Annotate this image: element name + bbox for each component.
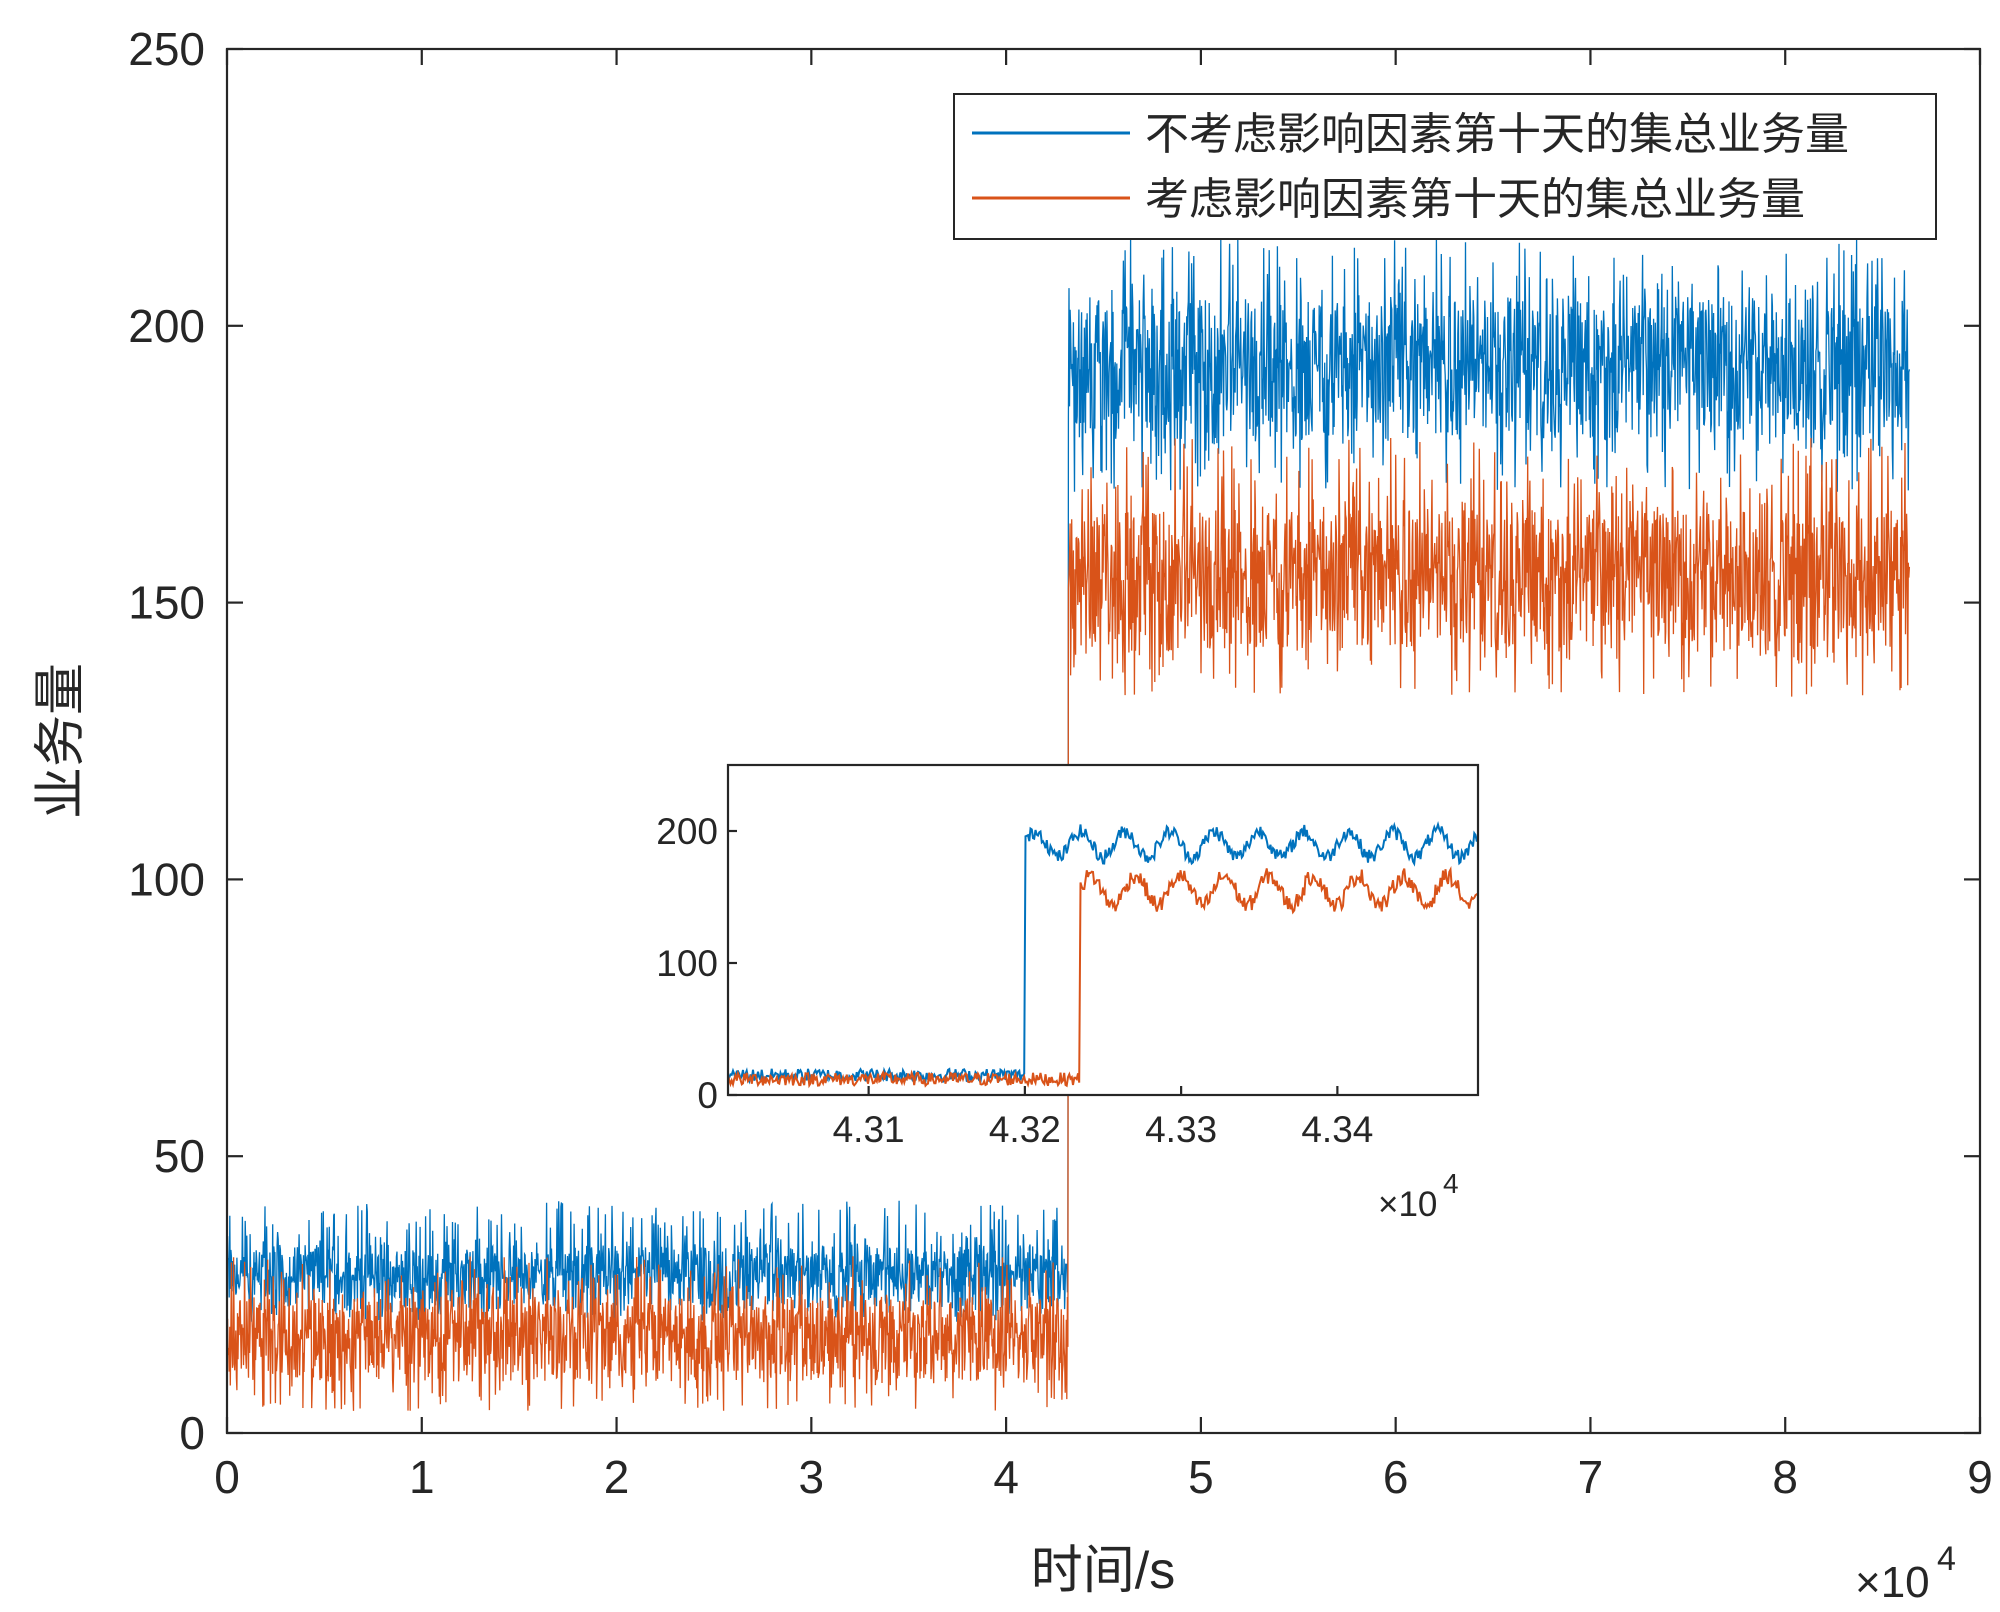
x-tick-label: 7	[1578, 1451, 1604, 1503]
inset-x-tick-label: 4.32	[989, 1109, 1061, 1150]
x-tick-label: 5	[1188, 1451, 1214, 1503]
legend: 不考虑影响因素第十天的集总业务量 考虑影响因素第十天的集总业务量	[953, 93, 1937, 240]
series-line-2	[226, 436, 1911, 1411]
x-tick-label: 2	[604, 1451, 630, 1503]
inset-y-tick-label: 200	[656, 811, 718, 852]
inset-x-tick-label: 4.33	[1145, 1109, 1217, 1150]
x-tick-label: 3	[799, 1451, 825, 1503]
legend-label-series-1: 不考虑影响因素第十天的集总业务量	[1145, 110, 1849, 159]
y-tick-label: 50	[154, 1130, 205, 1182]
inset-x-exponent-base: ×10	[1378, 1185, 1437, 1224]
inset-y-tick-label: 100	[656, 943, 718, 984]
y-tick-label: 0	[179, 1407, 205, 1459]
y-tick-label: 250	[128, 23, 205, 75]
inset-y-tick-label: 0	[697, 1075, 718, 1116]
x-tick-label: 9	[1967, 1451, 1993, 1503]
legend-label-series-2: 考虑影响因素第十天的集总业务量	[1145, 175, 1805, 224]
x-exponent-power: 4	[1937, 1540, 1956, 1578]
inset-frame	[726, 763, 1480, 1097]
legend-box	[953, 93, 1937, 240]
x-tick-label: 8	[1772, 1451, 1798, 1503]
x-tick-label: 6	[1383, 1451, 1409, 1503]
inset-x-tick-label: 4.31	[833, 1109, 905, 1150]
inset-series-line-1	[728, 820, 1479, 1085]
x-exponent-base: ×10	[1855, 1558, 1930, 1607]
x-tick-label: 4	[993, 1451, 1019, 1503]
inset-plot: 4.31 4.32 4.33 4.34 0 100 200 ×10 4	[656, 763, 1480, 1224]
inset-background	[728, 765, 1478, 1095]
inset-series-line-2	[727, 866, 1479, 1089]
inset-x-tick-label: 4.34	[1301, 1109, 1373, 1150]
x-tick-label: 1	[409, 1451, 435, 1503]
main-plot-frame	[225, 47, 1982, 1435]
main-ticks-group: 0 1 2 3 4 5 6 7 8 9 0 50 100 150 200 250	[128, 23, 1993, 1503]
y-axis-title: 业务量	[32, 663, 90, 819]
inset-ticks-group: 4.31 4.32 4.33 4.34 0 100 200	[656, 811, 1373, 1150]
inset-x-exponent: ×10 4	[1378, 1168, 1459, 1224]
x-tick-label: 0	[214, 1451, 240, 1503]
inset-series-group	[727, 820, 1479, 1089]
y-tick-label: 200	[128, 300, 205, 352]
x-exponent: ×10 4	[1855, 1540, 1956, 1607]
y-tick-label: 150	[128, 577, 205, 629]
y-tick-label: 100	[128, 853, 205, 905]
inset-x-exponent-power: 4	[1443, 1168, 1459, 1199]
x-axis-title: 时间/s	[1031, 1542, 1175, 1600]
